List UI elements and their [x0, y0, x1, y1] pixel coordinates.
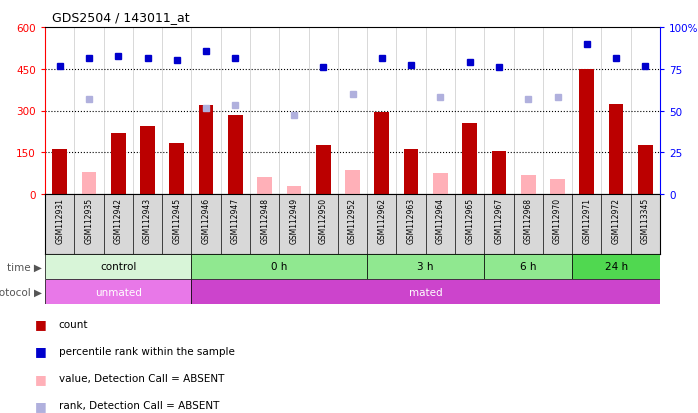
Bar — [199, 106, 214, 195]
Text: GSM112931: GSM112931 — [55, 197, 64, 243]
Text: GSM112970: GSM112970 — [553, 197, 562, 244]
Bar — [550, 179, 565, 195]
Bar — [140, 126, 155, 195]
Text: GSM112950: GSM112950 — [319, 197, 328, 244]
Text: GSM112972: GSM112972 — [611, 197, 621, 243]
Text: GSM112949: GSM112949 — [290, 197, 299, 244]
Text: mated: mated — [409, 287, 443, 297]
Bar — [572, 254, 660, 279]
Bar — [191, 254, 367, 279]
Text: 6 h: 6 h — [520, 262, 537, 272]
Text: GSM112962: GSM112962 — [378, 197, 386, 243]
Bar — [52, 150, 67, 195]
Text: GSM112948: GSM112948 — [260, 197, 269, 243]
Bar — [191, 279, 660, 304]
Bar — [111, 133, 126, 195]
Bar — [258, 178, 272, 195]
Text: protocol ▶: protocol ▶ — [0, 287, 41, 297]
Bar — [45, 254, 191, 279]
Text: ■: ■ — [35, 317, 46, 330]
Bar — [433, 174, 447, 195]
Text: ■: ■ — [35, 399, 46, 412]
Text: GSM112947: GSM112947 — [231, 197, 240, 244]
Text: 0 h: 0 h — [271, 262, 288, 272]
Text: GSM112945: GSM112945 — [172, 197, 181, 244]
Text: GSM112971: GSM112971 — [582, 197, 591, 243]
Text: unmated: unmated — [95, 287, 142, 297]
Bar — [374, 113, 389, 195]
Text: GSM112943: GSM112943 — [143, 197, 152, 244]
Text: value, Detection Call = ABSENT: value, Detection Call = ABSENT — [59, 373, 224, 383]
Text: GDS2504 / 143011_at: GDS2504 / 143011_at — [52, 11, 190, 24]
Bar — [367, 254, 484, 279]
Text: GSM112964: GSM112964 — [436, 197, 445, 244]
Bar — [521, 175, 535, 195]
Bar — [579, 69, 594, 195]
Text: count: count — [59, 319, 89, 329]
Bar — [316, 146, 331, 195]
Text: GSM112935: GSM112935 — [84, 197, 94, 244]
Text: time ▶: time ▶ — [7, 262, 41, 272]
Text: GSM112967: GSM112967 — [494, 197, 503, 244]
Text: GSM112952: GSM112952 — [348, 197, 357, 243]
Text: 3 h: 3 h — [417, 262, 434, 272]
Text: ■: ■ — [35, 344, 46, 358]
Bar — [287, 186, 302, 195]
Bar — [484, 254, 572, 279]
Text: 24 h: 24 h — [604, 262, 628, 272]
Text: GSM112968: GSM112968 — [524, 197, 533, 243]
Bar — [403, 150, 418, 195]
Bar — [491, 152, 506, 195]
Text: GSM112963: GSM112963 — [406, 197, 415, 244]
Bar — [82, 172, 96, 195]
Text: rank, Detection Call = ABSENT: rank, Detection Call = ABSENT — [59, 400, 219, 411]
Bar — [346, 171, 360, 195]
Text: percentile rank within the sample: percentile rank within the sample — [59, 346, 235, 356]
Text: control: control — [100, 262, 136, 272]
Text: GSM112946: GSM112946 — [202, 197, 211, 244]
Bar — [45, 279, 191, 304]
Bar — [170, 143, 184, 195]
Bar — [609, 104, 623, 195]
Text: GSM113345: GSM113345 — [641, 197, 650, 244]
Text: GSM112942: GSM112942 — [114, 197, 123, 243]
Bar — [638, 146, 653, 195]
Bar — [462, 124, 477, 195]
Bar — [228, 115, 243, 195]
Text: GSM112965: GSM112965 — [465, 197, 474, 244]
Text: ■: ■ — [35, 372, 46, 385]
